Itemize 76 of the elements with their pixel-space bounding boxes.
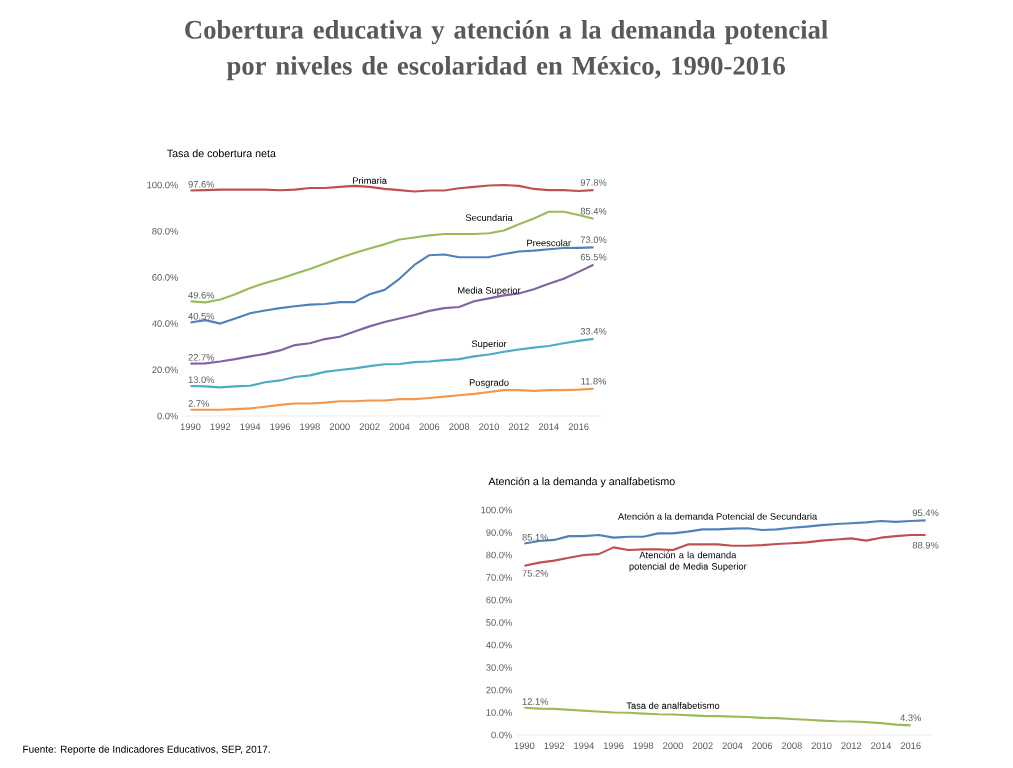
x-tick-label: 2010	[811, 742, 832, 749]
data-label: 33.4%	[580, 327, 607, 335]
y-tick-label: 40.0%	[152, 320, 178, 327]
data-label: 97.8%	[580, 179, 607, 186]
data-label: 11.8%	[581, 377, 607, 385]
y-tick-label: 0.0%	[491, 731, 512, 739]
x-tick-label: 2016	[900, 742, 921, 749]
series-label: Preescolar	[527, 239, 571, 247]
x-tick-label: 1992	[544, 742, 565, 749]
y-tick-label: 40.0%	[486, 641, 512, 649]
data-label: 73.0%	[580, 236, 607, 244]
data-label: 49.6%	[188, 291, 215, 299]
data-label: 12.1%	[522, 698, 549, 705]
x-tick-label: 2014	[538, 423, 559, 430]
x-tick-label: 1998	[633, 742, 654, 749]
y-tick-label: 20.0%	[486, 686, 512, 694]
x-tick-label: 1994	[574, 742, 594, 749]
y-tick-label: 100.0%	[481, 506, 512, 514]
data-label: 22.7%	[188, 354, 215, 361]
data-label: 4.3%	[900, 714, 922, 722]
y-tick-label: 70.0%	[486, 574, 512, 581]
x-tick-label: 2014	[871, 742, 892, 749]
series-label: Posgrado	[469, 379, 509, 388]
x-tick-label: 2000	[663, 742, 684, 749]
y-tick-label: 80.0%	[152, 227, 178, 235]
series-label: Secundaria	[465, 214, 513, 221]
y-tick-label: 0.0%	[157, 412, 178, 420]
y-tick-label: 50.0%	[486, 619, 512, 626]
x-tick-label: 1990	[514, 742, 535, 749]
data-label: 75.2%	[522, 570, 549, 577]
series-label: Atención a la demanda Potencial de Secundaria	[617, 512, 818, 520]
x-tick-label: 2012	[508, 423, 529, 430]
x-tick-label: 1996	[270, 423, 290, 430]
y-tick-label: 60.0%	[486, 596, 512, 604]
x-tick-label: 2004	[722, 742, 743, 749]
source-note: Fuente: Reporte de Indicadores Educativos, SEP, 2017.	[23, 745, 270, 755]
x-tick-label: 2010	[479, 423, 500, 430]
series-label: Primaria	[353, 177, 387, 184]
x-tick-label: 2008	[449, 423, 470, 430]
chart-title: Cobertura educativa y atención a la demanda potencial por niveles de escolaridad en México, 1990-2016	[185, 19, 828, 81]
x-tick-label: 1992	[210, 423, 231, 430]
chart-subtitle: Tasa de cobertura neta	[167, 149, 276, 158]
x-tick-label: 2012	[841, 742, 862, 749]
data-label: 97.6%	[188, 181, 215, 188]
data-label: 95.4%	[912, 509, 939, 517]
data-label: 13.0%	[188, 376, 215, 384]
x-tick-label: 2004	[389, 423, 410, 430]
y-tick-label: 80.0%	[486, 551, 512, 559]
x-tick-label: 1994	[240, 423, 261, 430]
data-label: 85.4%	[580, 207, 607, 215]
y-tick-label: 10.0%	[486, 709, 512, 716]
x-tick-label: 2002	[692, 742, 713, 749]
x-tick-label: 2000	[329, 423, 350, 430]
series-label: Tasa de analfabetismo	[626, 702, 720, 709]
x-tick-label: 2002	[359, 423, 380, 430]
chart-title: Atención a la demanda y analfabetismo	[488, 477, 675, 488]
x-tick-label: 2006	[752, 742, 773, 749]
x-tick-label: 1990	[180, 423, 201, 430]
y-tick-label: 20.0%	[152, 366, 178, 374]
series-label: Media Superior	[458, 286, 521, 296]
data-label: 40.5%	[188, 312, 215, 320]
y-tick-label: 60.0%	[152, 274, 178, 281]
x-tick-label: 2016	[568, 423, 589, 430]
y-tick-label: 100.0%	[147, 181, 178, 189]
x-tick-label: 1996	[603, 742, 624, 749]
series-label: Superior	[471, 340, 507, 349]
y-tick-label: 30.0%	[486, 664, 512, 671]
x-tick-label: 2006	[419, 423, 440, 430]
data-label: 88.9%	[912, 541, 939, 549]
data-label: 65.5%	[580, 253, 607, 261]
data-label: 2.7%	[188, 400, 210, 407]
x-tick-label: 1998	[300, 423, 320, 430]
data-label: 85.1%	[522, 534, 549, 541]
series-label: Atención a la demanda potencial de Media Superior	[629, 551, 747, 572]
y-tick-label: 90.0%	[486, 529, 512, 536]
x-tick-label: 2008	[781, 742, 802, 749]
